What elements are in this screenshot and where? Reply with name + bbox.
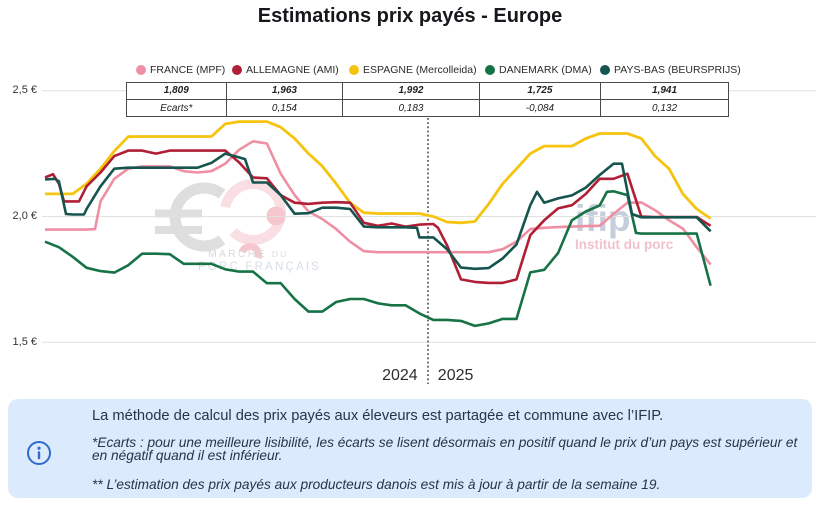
svg-text:ifip: ifip bbox=[575, 198, 630, 239]
svg-text:Institut du porc: Institut du porc bbox=[575, 237, 674, 252]
svg-text:MARCHÉ DU: MARCHÉ DU bbox=[208, 247, 289, 260]
